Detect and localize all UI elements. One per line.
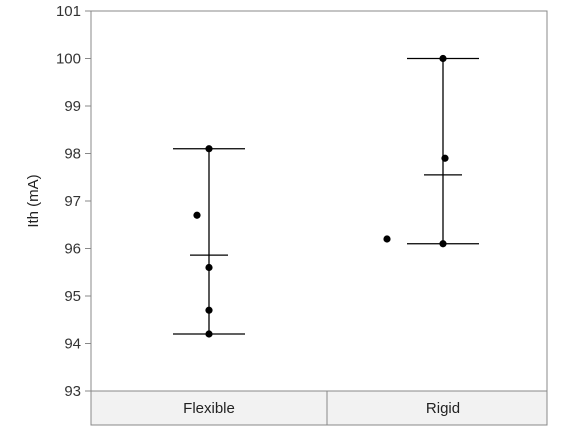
category-label-flexible: Flexible xyxy=(183,400,235,417)
category-band xyxy=(90,390,548,426)
y-tick-label: 100 xyxy=(56,51,81,68)
data-point xyxy=(205,263,213,272)
plot-frame xyxy=(90,10,548,392)
y-tick-label: 93 xyxy=(64,383,81,400)
y-axis: 93 94 95 96 97 98 99 100 101 xyxy=(56,3,91,400)
chart-marks xyxy=(173,54,479,338)
y-tick-label: 97 xyxy=(64,193,81,210)
y-tick-label: 95 xyxy=(64,288,81,305)
y-tick-label: 94 xyxy=(64,336,81,353)
data-point xyxy=(441,154,449,162)
data-point xyxy=(439,240,447,248)
y-tick-label: 99 xyxy=(64,98,81,115)
data-point xyxy=(205,330,213,338)
category-band-bg xyxy=(90,390,548,426)
data-point xyxy=(205,306,213,314)
y-tick-label: 96 xyxy=(64,241,81,258)
x-axis-categories: Flexible Rigid xyxy=(183,400,460,417)
category-label-rigid: Rigid xyxy=(426,400,460,417)
y-tick-label: 98 xyxy=(64,146,81,163)
data-point xyxy=(193,211,201,219)
y-axis-title: Ith (mA) xyxy=(25,174,42,227)
data-point xyxy=(205,145,213,153)
y-tick-label: 101 xyxy=(56,3,81,20)
data-point xyxy=(439,54,447,63)
data-point xyxy=(383,235,391,243)
